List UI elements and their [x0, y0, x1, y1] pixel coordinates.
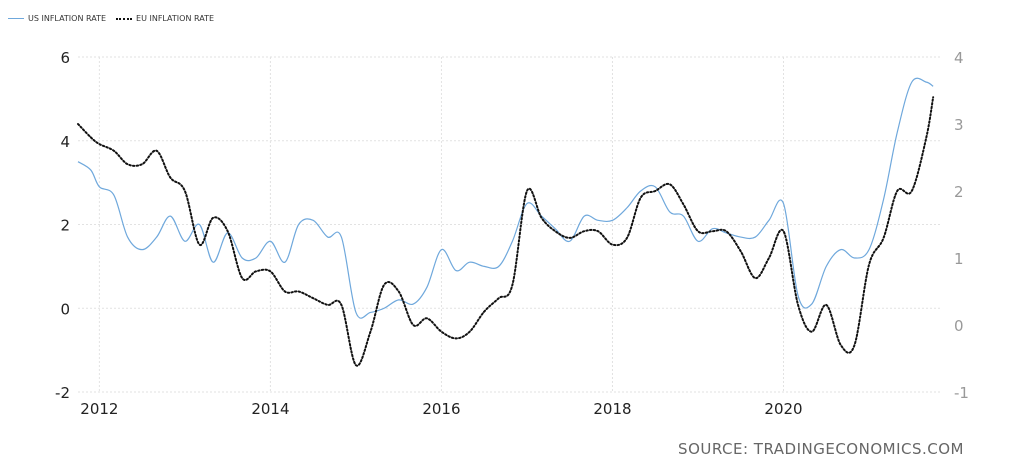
y-left-tick-label: 2: [60, 217, 70, 235]
x-tick-label: 2014: [251, 400, 289, 418]
y-right-tick-label: -1: [954, 384, 969, 402]
y-left-tick-label: 0: [60, 300, 70, 318]
legend-item-us[interactable]: US INFLATION RATE: [8, 14, 106, 23]
y-right-tick-label: 3: [954, 116, 964, 134]
legend-label-us: US INFLATION RATE: [28, 14, 107, 23]
x-tick-label: 2018: [593, 400, 631, 418]
us-inflation-line: [77, 77, 934, 319]
y-left-tick-label: -2: [55, 384, 70, 402]
legend-item-eu[interactable]: EU INFLATION RATE: [116, 14, 214, 23]
grid-lines: [78, 56, 940, 393]
series-lines: [77, 77, 935, 367]
x-axis-ticks: 2012 2014 2016 2018 2020: [80, 400, 802, 418]
y-axis-right-ticks: -1 0 1 2 3 4: [954, 49, 969, 402]
y-right-tick-label: 0: [954, 317, 964, 335]
legend-swatch-eu: [116, 17, 133, 20]
y-right-tick-label: 1: [954, 250, 964, 268]
y-right-tick-label: 4: [954, 49, 964, 67]
legend: US INFLATION RATE EU INFLATION RATE: [8, 14, 214, 23]
y-left-tick-label: 4: [60, 133, 70, 151]
legend-swatch-us: [8, 18, 24, 19]
eu-inflation-line: [77, 96, 935, 367]
y-left-tick-label: 6: [60, 49, 70, 67]
x-tick-label: 2016: [422, 400, 460, 418]
x-tick-label: 2012: [80, 400, 118, 418]
x-tick-label: 2020: [764, 400, 802, 418]
source-attribution: SOURCE: TRADINGECONOMICS.COM: [678, 440, 964, 458]
y-axis-left-ticks: -2 0 2 4 6: [55, 49, 70, 402]
legend-label-eu: EU INFLATION RATE: [136, 14, 215, 23]
y-right-tick-label: 2: [954, 183, 964, 201]
